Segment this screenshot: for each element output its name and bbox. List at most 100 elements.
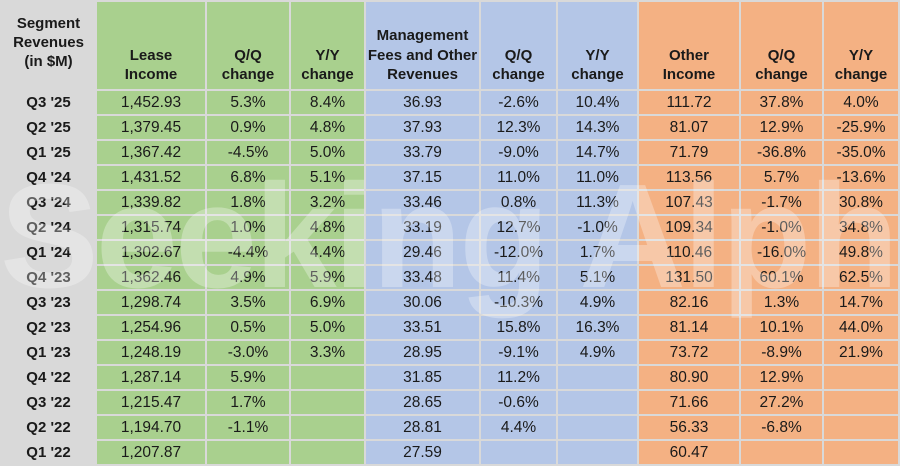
cell-lease-0: 1,194.70 (97, 416, 205, 439)
cell-mgmt-1 (481, 441, 556, 464)
cell-lease-1: 5.9% (207, 366, 289, 389)
cell-other-2 (824, 416, 898, 439)
cell-lease-1: 0.5% (207, 316, 289, 339)
cell-mgmt-2: 16.3% (558, 316, 637, 339)
cell-other-0: 73.72 (639, 341, 739, 364)
cell-lease-0: 1,254.96 (97, 316, 205, 339)
cell-other-2: -35.0% (824, 141, 898, 164)
column-header-lease-0: Lease Income (97, 2, 205, 89)
cell-mgmt-0: 37.93 (366, 116, 479, 139)
cell-mgmt-1: -2.6% (481, 91, 556, 114)
cell-other-2: 62.5% (824, 266, 898, 289)
table-row: Q3 '25 1,452.93 5.3% 8.4% 36.93 -2.6% 10.4% 111… (2, 91, 898, 114)
cell-other-1: -6.8% (741, 416, 822, 439)
quarter-label: Q3 '24 (2, 191, 95, 214)
table-row: Q4 '23 1,362.46 4.9% 5.9% 33.48 11.4% 5.1% 131.… (2, 266, 898, 289)
cell-lease-0: 1,379.45 (97, 116, 205, 139)
table-row: Q2 '22 1,194.70 -1.1% 28.81 4.4% 56.33 -6.8% (2, 416, 898, 439)
cell-lease-2 (291, 441, 364, 464)
cell-other-2: 49.8% (824, 241, 898, 264)
cell-other-2: 44.0% (824, 316, 898, 339)
cell-mgmt-1: 0.8% (481, 191, 556, 214)
quarter-label: Q4 '24 (2, 166, 95, 189)
column-header-other-2: Y/Y change (824, 2, 898, 89)
cell-other-0: 109.34 (639, 216, 739, 239)
cell-lease-1: 5.3% (207, 91, 289, 114)
quarter-label: Q2 '22 (2, 416, 95, 439)
cell-other-1: 10.1% (741, 316, 822, 339)
cell-lease-0: 1,207.87 (97, 441, 205, 464)
cell-lease-2 (291, 416, 364, 439)
cell-lease-0: 1,362.46 (97, 266, 205, 289)
cell-lease-2: 3.3% (291, 341, 364, 364)
cell-other-1 (741, 441, 822, 464)
quarter-label: Q4 '23 (2, 266, 95, 289)
cell-other-1: 1.3% (741, 291, 822, 314)
cell-lease-2: 4.8% (291, 116, 364, 139)
cell-lease-0: 1,298.74 (97, 291, 205, 314)
table-row: Q3 '23 1,298.74 3.5% 6.9% 30.06 -10.3% 4.9% 82.… (2, 291, 898, 314)
cell-mgmt-1: 11.2% (481, 366, 556, 389)
cell-mgmt-0: 30.06 (366, 291, 479, 314)
table-row: Q1 '24 1,302.67 -4.4% 4.4% 29.46 -12.0% 1.7% 11… (2, 241, 898, 264)
cell-lease-1: -1.1% (207, 416, 289, 439)
cell-mgmt-0: 33.48 (366, 266, 479, 289)
cell-mgmt-1: -9.1% (481, 341, 556, 364)
cell-mgmt-1: 12.3% (481, 116, 556, 139)
cell-lease-0: 1,315.74 (97, 216, 205, 239)
table-row: Q4 '24 1,431.52 6.8% 5.1% 37.15 11.0% 11.0% 113… (2, 166, 898, 189)
cell-other-1: -16.0% (741, 241, 822, 264)
header-row: Segment Revenues (in $M) Lease Income Q/Q … (2, 2, 898, 89)
cell-other-1: 5.7% (741, 166, 822, 189)
table-row: Q1 '22 1,207.87 27.59 60.47 (2, 441, 898, 464)
cell-mgmt-0: 33.79 (366, 141, 479, 164)
cell-lease-1: 6.8% (207, 166, 289, 189)
quarter-label: Q3 '23 (2, 291, 95, 314)
cell-lease-1: 0.9% (207, 116, 289, 139)
column-header-mgmt-2: Y/Y change (558, 2, 637, 89)
cell-mgmt-2: 14.3% (558, 116, 637, 139)
cell-mgmt-0: 27.59 (366, 441, 479, 464)
cell-mgmt-1: 4.4% (481, 416, 556, 439)
cell-other-2: 34.8% (824, 216, 898, 239)
cell-lease-2 (291, 391, 364, 414)
table-row: Q2 '23 1,254.96 0.5% 5.0% 33.51 15.8% 16.3% 81.… (2, 316, 898, 339)
column-header-lease-2: Y/Y change (291, 2, 364, 89)
cell-other-1: 37.8% (741, 91, 822, 114)
cell-other-0: 60.47 (639, 441, 739, 464)
cell-other-2: -25.9% (824, 116, 898, 139)
cell-lease-2: 4.8% (291, 216, 364, 239)
quarter-label: Q1 '25 (2, 141, 95, 164)
cell-lease-2: 5.9% (291, 266, 364, 289)
cell-other-0: 71.66 (639, 391, 739, 414)
cell-lease-1: 1.0% (207, 216, 289, 239)
cell-mgmt-2: -1.0% (558, 216, 637, 239)
quarter-label: Q3 '25 (2, 91, 95, 114)
column-header-lease-1: Q/Q change (207, 2, 289, 89)
cell-mgmt-0: 33.51 (366, 316, 479, 339)
cell-lease-0: 1,452.93 (97, 91, 205, 114)
cell-lease-1: 4.9% (207, 266, 289, 289)
cell-lease-1 (207, 441, 289, 464)
column-header-mgmt-0: Management Fees and Other Revenues (366, 2, 479, 89)
cell-other-0: 81.14 (639, 316, 739, 339)
cell-lease-2: 4.4% (291, 241, 364, 264)
cell-mgmt-1: 15.8% (481, 316, 556, 339)
cell-mgmt-1: 11.0% (481, 166, 556, 189)
cell-mgmt-1: 11.4% (481, 266, 556, 289)
table-row: Q4 '22 1,287.14 5.9% 31.85 11.2% 80.90 12.9% (2, 366, 898, 389)
corner-header-segment-revenues: Segment Revenues (in $M) (2, 2, 95, 89)
cell-other-0: 81.07 (639, 116, 739, 139)
cell-other-1: -1.7% (741, 191, 822, 214)
cell-other-0: 113.56 (639, 166, 739, 189)
cell-other-2: 21.9% (824, 341, 898, 364)
cell-lease-1: 3.5% (207, 291, 289, 314)
quarter-label: Q1 '24 (2, 241, 95, 264)
cell-other-1: 12.9% (741, 116, 822, 139)
cell-mgmt-1: -12.0% (481, 241, 556, 264)
quarter-label: Q2 '24 (2, 216, 95, 239)
table-row: Q1 '25 1,367.42 -4.5% 5.0% 33.79 -9.0% 14.7% 71… (2, 141, 898, 164)
cell-lease-2: 5.1% (291, 166, 364, 189)
cell-mgmt-1: -0.6% (481, 391, 556, 414)
